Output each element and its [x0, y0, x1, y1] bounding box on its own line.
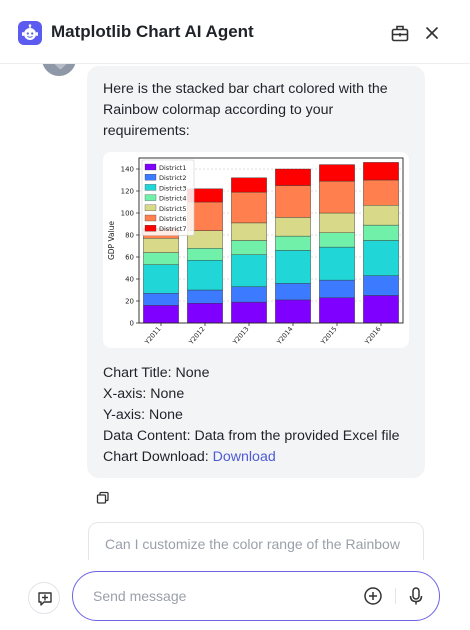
bar-segment [363, 275, 399, 296]
y-tick-label: 120 [121, 188, 134, 196]
stacked-bar-chart: 0 20 40 60 80 100 120 140 Y2011 Y2012 Y2013 Y2014 Y2… [107, 157, 404, 347]
app-title: Matplotlib Chart AI Agent [51, 22, 254, 41]
legend-swatch [144, 194, 157, 201]
suggested-question[interactable]: Can I customize the color range of the R… [88, 522, 424, 564]
message-input[interactable] [93, 585, 343, 607]
bar-segment [319, 212, 355, 233]
info-yaxis: Y-axis: None [103, 407, 183, 423]
bar-segment [275, 235, 311, 251]
info-title: Chart Title: None [103, 365, 210, 381]
bar-segment [231, 191, 267, 224]
download-link[interactable]: Download [212, 449, 276, 465]
legend-swatch [144, 184, 157, 191]
input-divider [395, 588, 396, 604]
info-data-content: Data Content: Data from the provided Exc… [103, 428, 400, 444]
bar-segment [231, 240, 267, 256]
x-tick-label: Y2016 [363, 325, 383, 347]
legend-label: District7 [159, 225, 186, 233]
y-tick-label: 100 [121, 210, 134, 218]
legend-label: District2 [159, 174, 186, 182]
bar-segment [231, 286, 267, 303]
info-download: Chart Download: Download [103, 447, 413, 468]
legend-label: District4 [159, 195, 186, 203]
header-bar: Matplotlib Chart AI Agent [0, 0, 470, 64]
legend-swatch [144, 214, 157, 222]
bar-segment [231, 177, 267, 193]
bot-avatar [42, 64, 76, 76]
bar-segment [143, 305, 179, 324]
x-tick-label: Y2014 [275, 325, 295, 347]
close-icon[interactable] [421, 22, 443, 44]
y-tick-label: 0 [130, 320, 134, 328]
bar-segment [363, 295, 399, 324]
y-tick-label: 20 [125, 298, 134, 306]
bar-segment [363, 162, 399, 181]
bar-segment [319, 279, 355, 298]
legend-label: District6 [159, 215, 186, 223]
bar-segment [319, 297, 355, 324]
bar-segment [319, 164, 355, 182]
bar-segment [143, 252, 179, 265]
plot-frame [138, 157, 404, 324]
y-tick-label: 140 [121, 166, 134, 174]
assistant-message: Here is the stacked bar chart colored wi… [87, 66, 425, 478]
bar-segment [363, 224, 399, 241]
conversation-area[interactable]: Here is the stacked bar chart colored wi… [0, 64, 470, 564]
bar-segment [187, 289, 223, 304]
bar-segment [319, 232, 355, 248]
download-prefix: Chart Download: [103, 449, 213, 465]
bar-segment [143, 238, 179, 253]
y-tick-label: 80 [125, 232, 134, 240]
bar-segment [363, 240, 399, 276]
copy-icon[interactable] [96, 491, 110, 505]
bar-segment [187, 260, 223, 291]
legend-swatch [144, 225, 157, 232]
bar-segment [231, 301, 267, 324]
toolbox-icon[interactable] [389, 22, 411, 44]
y-tick-label: 60 [125, 254, 134, 262]
legend-swatch [144, 163, 157, 171]
info-xaxis: X-axis: None [103, 386, 185, 402]
bar-segment [275, 168, 311, 186]
bar-segment [143, 293, 179, 306]
bar-segment [275, 283, 311, 301]
bar-segment [319, 246, 355, 281]
message-text: Here is the stacked bar chart colored wi… [103, 81, 388, 139]
bar-segment [187, 302, 223, 324]
bar-segment [363, 205, 399, 226]
legend-label: District3 [159, 184, 186, 192]
bar-segment [363, 179, 399, 206]
bar-segment [275, 185, 311, 218]
x-tick-label: Y2012 [187, 325, 207, 347]
x-tick-label: Y2013 [231, 325, 251, 347]
plus-circle-icon[interactable] [362, 585, 384, 607]
legend-swatch [144, 174, 157, 181]
x-tick-label: Y2011 [143, 325, 163, 347]
bar-segment [231, 222, 267, 241]
bar-segment [275, 217, 311, 237]
bar-segment [187, 247, 223, 261]
chart-image[interactable]: 0 20 40 60 80 100 120 140 Y2011 Y2012 Y2013 Y2014 Y2… [103, 152, 409, 348]
bar-segment [275, 299, 311, 324]
legend-swatch [144, 204, 157, 211]
y-tick-label: 40 [125, 276, 134, 284]
legend-label: District1 [159, 164, 186, 172]
y-axis-label: GDP Value [107, 221, 116, 260]
microphone-icon[interactable] [405, 585, 427, 607]
composer [0, 560, 470, 630]
chart-info: Chart Title: None X-axis: None Y-axis: N… [103, 363, 413, 468]
new-topic-icon[interactable] [28, 582, 60, 614]
robot-logo-icon [18, 21, 42, 45]
bar-segment [143, 264, 179, 294]
bar-segment [319, 180, 355, 214]
message-input-box[interactable] [72, 571, 440, 621]
bar-segment [231, 254, 267, 287]
x-tick-label: Y2015 [319, 325, 339, 347]
bar-segment [275, 250, 311, 284]
legend-label: District5 [159, 205, 186, 213]
